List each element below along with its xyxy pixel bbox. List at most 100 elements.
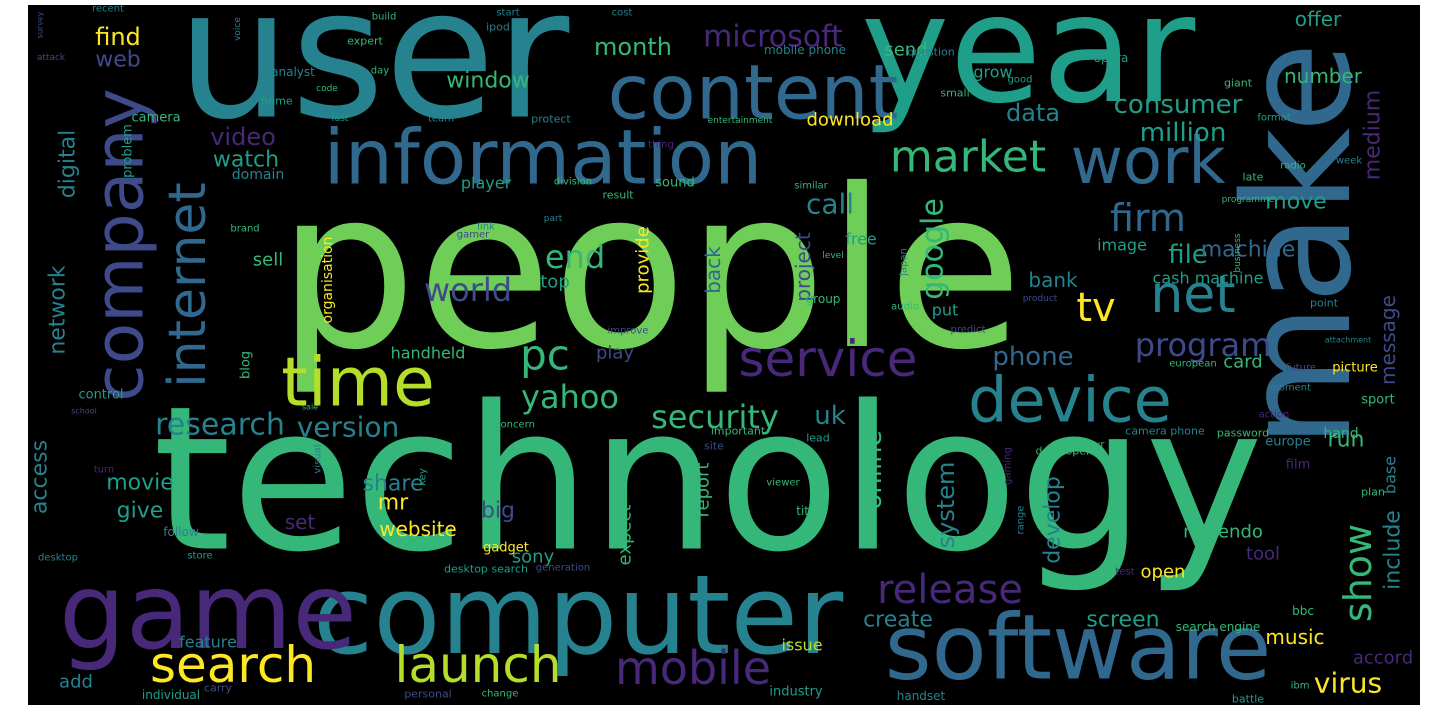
word-visual: visual bbox=[313, 444, 324, 473]
word-camera: camera bbox=[131, 111, 180, 126]
word-service: service bbox=[738, 330, 917, 388]
word-organisation: organisation bbox=[320, 237, 336, 324]
word-moment: moment bbox=[1269, 383, 1311, 394]
word-information: information bbox=[324, 113, 763, 202]
word-range: range bbox=[1016, 505, 1027, 534]
word-watch: watch bbox=[213, 148, 279, 173]
word-question: question bbox=[907, 46, 955, 59]
word-phone: phone bbox=[992, 342, 1073, 372]
word-camera-phone: camera phone bbox=[1125, 425, 1205, 438]
word-predict: predict bbox=[951, 325, 986, 336]
word-sport: sport bbox=[1361, 393, 1394, 408]
word-store: store bbox=[187, 551, 212, 562]
word-home: home bbox=[261, 95, 292, 108]
word-give: give bbox=[117, 499, 164, 524]
word-tv: tv bbox=[1076, 285, 1115, 331]
word-handset: handset bbox=[897, 689, 946, 703]
word-test: test bbox=[1115, 567, 1134, 578]
word-expect: expect bbox=[615, 505, 636, 566]
word-site: site bbox=[704, 440, 724, 453]
word-division: division bbox=[554, 177, 592, 188]
word-number: number bbox=[1284, 64, 1363, 88]
word-picture: picture bbox=[1332, 361, 1377, 376]
word-industry: industry bbox=[769, 685, 823, 700]
word-audio: audio bbox=[891, 302, 919, 313]
word-movie: movie bbox=[106, 471, 174, 496]
word-make: make bbox=[1212, 42, 1384, 448]
word-lead: lead bbox=[806, 432, 830, 445]
word-send: send bbox=[884, 40, 927, 61]
word-base: base bbox=[1381, 456, 1400, 494]
word-result: result bbox=[602, 189, 634, 202]
word-free: free bbox=[845, 230, 877, 249]
word-uk: uk bbox=[814, 401, 846, 431]
word-virus: virus bbox=[1314, 667, 1382, 700]
word-image: image bbox=[1097, 236, 1147, 255]
word-fast: fast bbox=[332, 114, 349, 124]
word-mobile: mobile bbox=[615, 641, 771, 695]
word-survey: survey bbox=[36, 11, 45, 38]
word-project: project bbox=[791, 232, 815, 302]
word-cost: cost bbox=[612, 8, 633, 19]
word-web: web bbox=[95, 48, 141, 73]
word-access: access bbox=[28, 440, 53, 514]
word-giant: giant bbox=[1224, 77, 1253, 90]
word-month: month bbox=[594, 33, 672, 61]
word-sound: sound bbox=[655, 176, 694, 191]
word-good: good bbox=[1008, 75, 1033, 86]
word-future: future bbox=[1286, 363, 1316, 374]
word-player: player bbox=[461, 174, 512, 193]
word-mr: mr bbox=[378, 491, 409, 516]
word-ibm: ibm bbox=[1291, 681, 1310, 692]
word-part: part bbox=[544, 214, 563, 224]
word-level: level bbox=[822, 251, 843, 261]
word-sale: sale bbox=[302, 403, 318, 412]
word-world: world bbox=[424, 271, 512, 309]
word-launch: launch bbox=[394, 636, 561, 694]
word-business: business bbox=[1233, 233, 1243, 273]
word-find: find bbox=[95, 23, 141, 51]
word-expert: expert bbox=[347, 35, 383, 48]
word-firm: firm bbox=[1110, 196, 1186, 240]
word-gadget: gadget bbox=[483, 541, 529, 556]
word-offer: offer bbox=[1295, 7, 1342, 31]
word-software: software bbox=[885, 596, 1272, 701]
word-message: message bbox=[1376, 295, 1400, 385]
word-net: net bbox=[1150, 265, 1235, 325]
word-security: security bbox=[651, 398, 779, 436]
word-improve: improve bbox=[608, 326, 649, 337]
word-build: build bbox=[372, 12, 397, 23]
word-download: download bbox=[806, 110, 893, 131]
word-develop: develop bbox=[1041, 476, 1066, 564]
word-attack: attack bbox=[37, 53, 66, 63]
word-handheld: handheld bbox=[391, 344, 466, 363]
word-work: work bbox=[1071, 125, 1226, 199]
word-medium: medium bbox=[1361, 90, 1386, 180]
word-cloud: people technology user year make computer game… bbox=[28, 5, 1420, 705]
word-card: card bbox=[1223, 352, 1262, 373]
word-gamer: gamer bbox=[457, 230, 490, 241]
word-concern: concern bbox=[495, 420, 535, 431]
word-entertainment: entertainment bbox=[708, 116, 773, 126]
word-move: move bbox=[1265, 190, 1326, 215]
word-tool: tool bbox=[1246, 544, 1280, 565]
word-europe: europe bbox=[1265, 435, 1311, 450]
word-show: show bbox=[1336, 524, 1380, 622]
word-hour: hour bbox=[1082, 440, 1106, 451]
word-google: google bbox=[916, 198, 951, 300]
word-blog: blog bbox=[239, 351, 254, 379]
word-opera: opera bbox=[1094, 51, 1129, 65]
word-late: late bbox=[1243, 171, 1264, 184]
word-password: password bbox=[1217, 427, 1269, 440]
word-small: small bbox=[940, 87, 969, 100]
word-content: content bbox=[608, 48, 899, 137]
word-key: key bbox=[418, 468, 429, 486]
word-control: control bbox=[78, 388, 123, 403]
word-viewer: viewer bbox=[766, 478, 800, 489]
word-report: report bbox=[693, 463, 714, 518]
word-big: big bbox=[481, 499, 515, 524]
word-feature: feature bbox=[179, 633, 237, 652]
word-grow: grow bbox=[973, 63, 1012, 82]
word-code: code bbox=[316, 84, 338, 94]
